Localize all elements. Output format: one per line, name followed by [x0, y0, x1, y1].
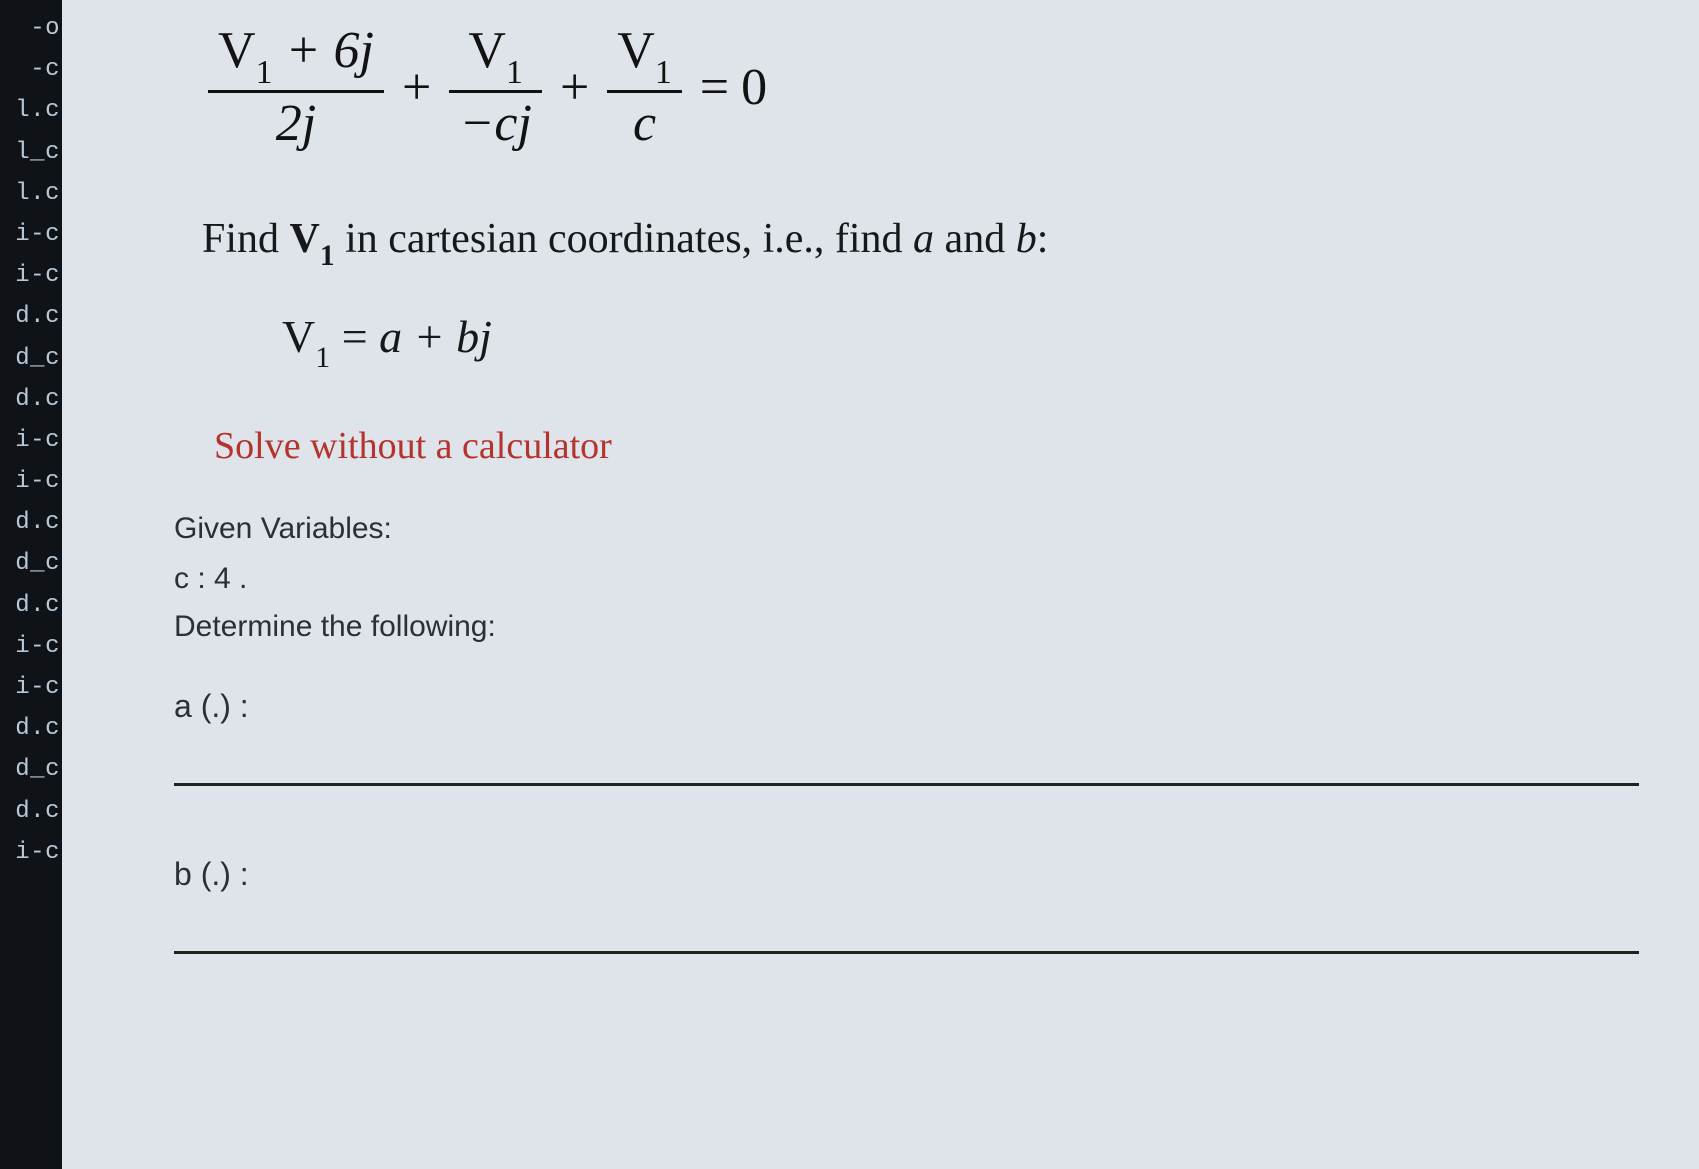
question-content: V1 + 6j 2j + V1 −cj + V1 c = 0 Find V1 i…: [62, 0, 1699, 1169]
var-v: V: [282, 311, 315, 362]
subscript-1: 1: [655, 54, 672, 91]
sidebar-item: d.c: [0, 379, 62, 420]
var-v: V: [468, 22, 506, 79]
subscript-1: 1: [315, 341, 330, 374]
instr-colon: :: [1037, 216, 1049, 262]
var-v-bold: V: [290, 216, 320, 262]
sidebar-item: i-c: [0, 255, 62, 296]
answer-a-block: a (.) :: [174, 688, 1639, 786]
numerator-3: V1: [607, 24, 681, 90]
var-v: V: [218, 22, 256, 79]
plus-operator: +: [560, 58, 589, 117]
sidebar-item: d.c: [0, 791, 62, 832]
answer-a-label: a (.) :: [174, 688, 1639, 725]
sidebar-item: l.c: [0, 90, 62, 131]
sidebar-item: -o: [0, 8, 62, 49]
sidebar-item: l.c: [0, 173, 62, 214]
denominator-1: 2j: [266, 93, 326, 152]
sidebar-item: d_c: [0, 749, 62, 790]
answer-a-input-line[interactable]: [174, 783, 1639, 786]
sidebar-item: d_c: [0, 338, 62, 379]
subscript-1: 1: [320, 240, 335, 272]
instr-and: and: [934, 216, 1016, 262]
answer-b-block: b (.) :: [174, 856, 1639, 954]
denominator-2: −cj: [449, 93, 542, 152]
plus-operator: +: [402, 58, 431, 117]
sidebar-item: i-c: [0, 420, 62, 461]
sidebar-item: i-c: [0, 461, 62, 502]
instr-post: in cartesian coordinates, i.e., find: [335, 216, 913, 262]
equals-operator: =: [700, 58, 729, 117]
var-v: V: [617, 22, 655, 79]
sidebar-item: d.c: [0, 708, 62, 749]
answer-b-label: b (.) :: [174, 856, 1639, 893]
var-b: b: [1016, 216, 1037, 262]
fraction-1: V1 + 6j 2j: [208, 24, 384, 151]
num1-rest: + 6j: [272, 22, 374, 79]
sidebar-item: d.c: [0, 585, 62, 626]
sidebar-item: -c: [0, 49, 62, 90]
sidebar-item: d_c: [0, 543, 62, 584]
given-title: Given Variables:: [174, 512, 1639, 546]
form-equation: V1 = a + bj: [282, 310, 1639, 370]
rhs-zero: 0: [741, 58, 767, 117]
sidebar-item: l_c: [0, 132, 62, 173]
given-variables: Given Variables: c : 4 . Determine the f…: [174, 512, 1639, 644]
sidebar-item: i-c: [0, 832, 62, 873]
var-a: a: [913, 216, 934, 262]
sidebar-item: i-c: [0, 214, 62, 255]
denominator-3: c: [623, 93, 666, 152]
equation: V1 + 6j 2j + V1 −cj + V1 c = 0: [202, 24, 1639, 151]
warning-text: Solve without a calculator: [214, 424, 1639, 468]
sidebar-item: d.c: [0, 296, 62, 337]
instruction-text: Find V1 in cartesian coordinates, i.e., …: [202, 215, 1639, 269]
sidebar: -o -c l.c l_c l.c i-c i-c d.c d_c d.c i-…: [0, 0, 62, 1169]
answer-b-input-line[interactable]: [174, 951, 1639, 954]
sidebar-item: i-c: [0, 626, 62, 667]
sidebar-item: i-c: [0, 667, 62, 708]
numerator-2: V1: [458, 24, 532, 90]
c-value: 4: [214, 562, 231, 595]
sidebar-item: d.c: [0, 502, 62, 543]
fraction-3: V1 c: [607, 24, 681, 151]
numerator-1: V1 + 6j: [208, 24, 384, 90]
fraction-2: V1 −cj: [449, 24, 542, 151]
determine-label: Determine the following:: [174, 610, 1639, 644]
given-c: c : 4 .: [174, 562, 1639, 596]
c-label: c :: [174, 562, 214, 595]
form-eq-sign: =: [330, 311, 379, 362]
form-rhs: a + bj: [379, 311, 492, 362]
c-suffix: .: [231, 562, 248, 595]
instr-pre: Find: [202, 216, 290, 262]
subscript-1: 1: [506, 54, 523, 91]
subscript-1: 1: [256, 54, 273, 91]
